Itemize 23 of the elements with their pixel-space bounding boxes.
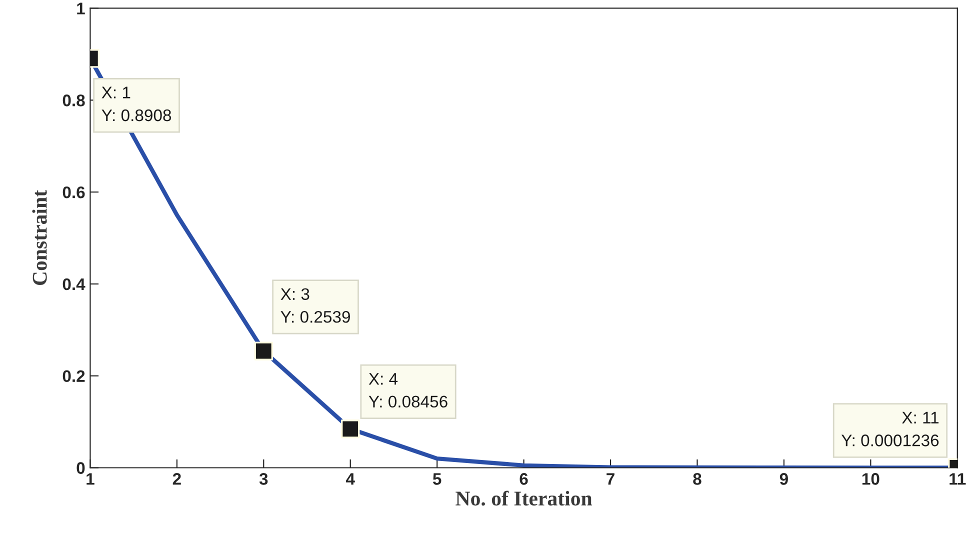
y-tick-label: 0.2 (62, 370, 85, 382)
x-tick-label: 11 (950, 473, 966, 485)
x-axis-title: No. of Iteration (456, 490, 592, 506)
annotation: X: 1 Y: 0.8908 (102, 86, 172, 122)
annotation: X: 3 Y: 0.2539 (280, 288, 350, 323)
y-tick-label: 1 (77, 2, 85, 14)
x-tick-label: 2 (172, 473, 181, 485)
x-tick-label: 3 (259, 473, 268, 485)
x-tick-label: 8 (693, 473, 702, 485)
x-tick-label: 1 (86, 473, 94, 485)
x-tick-label: 7 (606, 473, 614, 485)
annotation: X: 4 Y: 0.08456 (368, 373, 448, 408)
y-tick-label: 0.6 (62, 186, 85, 198)
x-tick-label: 4 (346, 473, 355, 485)
y-tick-label: 0 (76, 462, 85, 474)
y-tick-label: 0.4 (62, 278, 86, 290)
y-tick-label: 0.8 (62, 94, 85, 106)
x-tick-label: 10 (862, 473, 880, 485)
x-tick-label: 5 (432, 473, 442, 485)
x-tick-label: 6 (520, 473, 528, 485)
annotation: X: 11 Y: 0.0001236 (841, 412, 939, 446)
x-tick-label: 9 (780, 473, 788, 485)
y-axis-title: Constraint (32, 190, 47, 286)
